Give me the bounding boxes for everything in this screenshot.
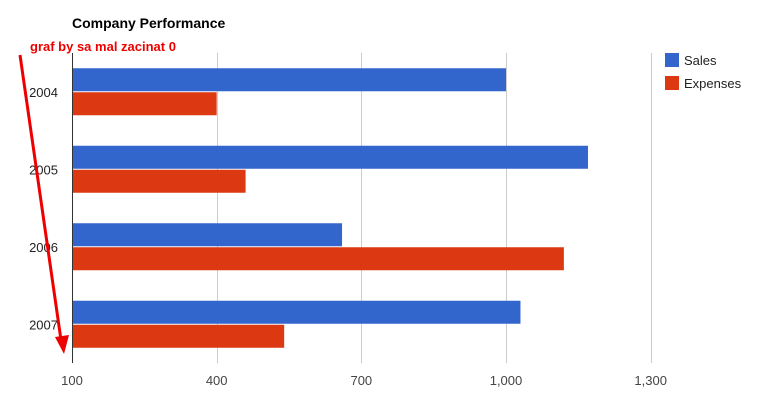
legend-swatch-sales (665, 53, 679, 67)
bar-sales-2006 (73, 223, 343, 247)
tick-labels: 100 400 700 1,000 1,300 (61, 373, 667, 388)
bar-sales-2005 (73, 145, 588, 169)
annotation-arrow-head (55, 335, 69, 354)
bar-expenses-2004 (73, 92, 217, 116)
bar-expenses-2005 (73, 169, 246, 193)
bar-expenses-2007 (73, 324, 285, 348)
legend-swatch-expenses (665, 76, 679, 90)
annotation-arrow-line (18, 54, 63, 341)
tick-label: 1,300 (634, 373, 667, 388)
annotation: graf by sa mal zacinat 0 (18, 39, 176, 354)
chart-title: Company Performance (72, 15, 225, 31)
tick-label: 100 (61, 373, 83, 388)
annotation-text: graf by sa mal zacinat 0 (30, 39, 176, 54)
legend-label-expenses: Expenses (684, 76, 742, 91)
bars (73, 68, 588, 348)
category-label-2005: 2005 (29, 162, 58, 177)
category-label-2006: 2006 (29, 240, 58, 255)
bar-expenses-2006 (73, 247, 564, 271)
legend-label-sales: Sales (684, 53, 717, 68)
bar-sales-2007 (73, 300, 521, 324)
category-label-2004: 2004 (29, 85, 58, 100)
legend: Sales Expenses (665, 53, 742, 91)
category-labels: 2004 2005 2006 2007 (29, 85, 58, 333)
category-label-2007: 2007 (29, 317, 58, 332)
tick-label: 700 (350, 373, 372, 388)
tick-label: 1,000 (490, 373, 523, 388)
bar-sales-2004 (73, 68, 506, 92)
tick-label: 400 (206, 373, 228, 388)
